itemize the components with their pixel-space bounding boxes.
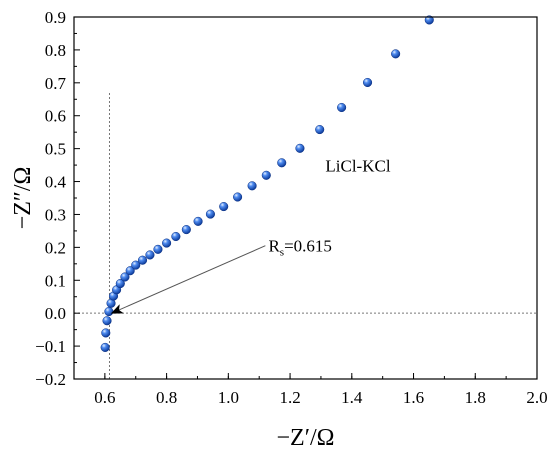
x-tick-label: 1.8 [465, 388, 486, 407]
x-tick-label: 1.0 [218, 388, 239, 407]
data-point [205, 209, 215, 219]
data-point [277, 158, 287, 168]
data-point [181, 225, 191, 235]
y-axis-ticks: −0.2 −0.1 0.0 0.1 0.2 0.3 0.4 0.5 0.6 0.7 0.8 0.9 [35, 8, 80, 389]
rs-annotation-value: =0.615 [284, 237, 332, 256]
plot-frame [73, 16, 538, 380]
data-point [261, 170, 271, 180]
data-point [247, 181, 257, 191]
x-tick-label: 0.8 [156, 388, 177, 407]
x-tick-label: 2.0 [526, 388, 547, 407]
data-point [315, 124, 325, 135]
x-tick-label: 1.4 [341, 388, 363, 407]
y-tick-label: 0.2 [45, 238, 66, 257]
data-point [233, 192, 243, 202]
x-tick-label: 0.6 [94, 388, 115, 407]
y-tick-label: −0.1 [35, 337, 66, 356]
y-tick-label: 0.6 [45, 107, 66, 126]
data-point [424, 15, 434, 25]
y-tick-label: 0.4 [45, 173, 67, 192]
data-point [115, 279, 125, 289]
series-label: LiCl-KCl [325, 157, 390, 176]
y-tick-label: 0.7 [45, 74, 67, 93]
y-tick-label: 0.8 [45, 41, 66, 60]
x-axis-title: −Z′/Ω [277, 425, 335, 451]
data-point [102, 316, 112, 326]
y-tick-label: 0.0 [45, 304, 66, 323]
rs-annotation-symbol: R [268, 237, 280, 256]
x-tick-label: 1.2 [279, 388, 300, 407]
data-point [295, 143, 305, 153]
data-point [337, 102, 347, 113]
data-point [171, 231, 181, 242]
y-axis-title: −Z″/Ω [10, 167, 36, 230]
data-point [193, 216, 203, 226]
data-point [391, 49, 401, 59]
data-point [125, 266, 135, 276]
rs-annotation-subscript: s [280, 247, 284, 259]
data-point [137, 255, 148, 265]
data-point [145, 250, 155, 260]
reference-lines [74, 92, 537, 379]
y-tick-label: 0.9 [45, 8, 66, 27]
data-point [104, 306, 114, 317]
data-point [101, 328, 111, 338]
y-tick-label: 0.3 [45, 205, 66, 224]
rs-annotation: Rs=0.615 [268, 237, 331, 259]
data-point [162, 238, 172, 248]
data-point [120, 272, 130, 282]
x-axis-ticks: 0.6 0.8 1.0 1.2 1.4 1.6 1.8 2.0 [73, 373, 548, 407]
y-tick-label: −0.2 [35, 370, 66, 389]
y-tick-label: 0.5 [45, 140, 66, 159]
data-point [100, 342, 110, 352]
data-points [100, 15, 434, 352]
data-point [362, 77, 373, 88]
rs-arrow [110, 245, 266, 314]
y-tick-label: 0.1 [45, 271, 66, 290]
data-point [131, 260, 141, 270]
x-tick-label: 1.6 [403, 388, 424, 407]
data-point [153, 244, 163, 254]
data-point [219, 202, 229, 212]
